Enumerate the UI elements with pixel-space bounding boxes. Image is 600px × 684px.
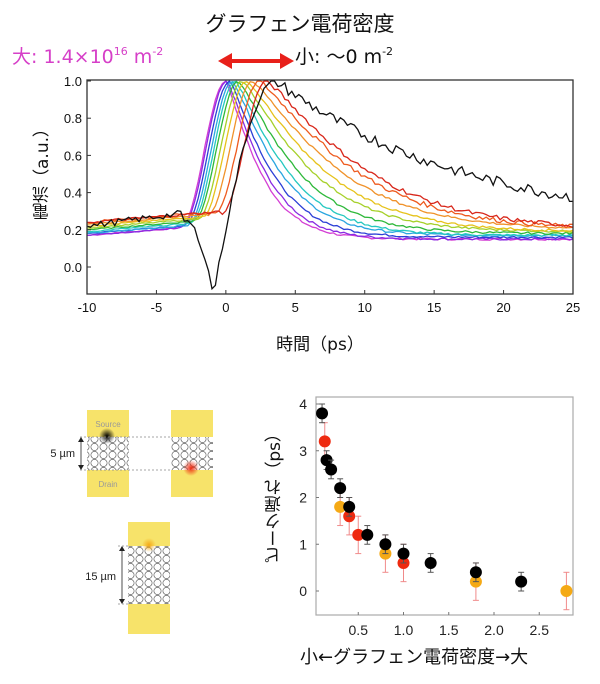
- x-tick-label: 20: [496, 300, 510, 315]
- chart-title: グラフェン電荷密度: [205, 12, 395, 36]
- marker: [334, 500, 347, 513]
- series-line-yellow-green: [86, 80, 574, 233]
- data-point: [320, 450, 333, 470]
- y-tick-label: 1: [299, 536, 307, 552]
- marker: [318, 435, 331, 448]
- data-point: [316, 403, 329, 424]
- source-label: Source: [95, 420, 121, 429]
- drain-label: Drain: [98, 480, 117, 489]
- laser-spot-black: [99, 428, 115, 444]
- high-density-text: 大: 1.4×10: [12, 46, 114, 68]
- data-point: [352, 515, 365, 555]
- high-density-unit: m: [127, 46, 153, 68]
- y-tick-label: 4: [299, 396, 307, 412]
- x-tick-label: 2.5: [530, 622, 550, 638]
- marker: [397, 547, 410, 560]
- data-point: [560, 571, 573, 611]
- series-line-yellow: [86, 80, 574, 232]
- marker: [515, 575, 528, 588]
- x-tick-label: 0: [222, 300, 229, 315]
- marker: [424, 556, 437, 569]
- x-tick-label: 5: [292, 300, 299, 315]
- marker: [320, 454, 333, 467]
- drain-electrode: [128, 604, 170, 634]
- x-tick-label: -10: [78, 300, 97, 315]
- x-tick-label: -5: [151, 300, 163, 315]
- series-line-red: [87, 80, 574, 228]
- x-tick-label: 2.0: [484, 622, 504, 638]
- marker: [343, 500, 356, 513]
- device-diagram: Source Drain 5 µm 15 µm: [50, 410, 213, 634]
- device-5um-drain-illuminated: [171, 410, 213, 497]
- plot-frame: [86, 79, 574, 295]
- high-density-unit-exponent: -2: [152, 45, 164, 58]
- device-15um-source-illuminated: [128, 522, 170, 634]
- series-line-cyan: [87, 80, 574, 237]
- current-vs-time-chart: -10 -5 0 5 10 15 20 25 0.0 0.2 0.4 0.6 0.8 1.0: [64, 74, 580, 315]
- data-point: [334, 478, 347, 498]
- low-density-text: 小: ～0 m: [295, 46, 383, 68]
- high-density-label: 大: 1.4×1016 m-2: [12, 42, 163, 69]
- series-line-sky-blue: [86, 80, 574, 237]
- y-tick-label: 2: [299, 490, 307, 506]
- device-5um-source-illuminated: Source Drain: [87, 410, 129, 497]
- marker: [325, 463, 338, 476]
- x-tick-label: 15: [427, 300, 441, 315]
- y-tick-label: 0.0: [64, 260, 82, 275]
- x-tick-label: 1.0: [394, 622, 414, 638]
- plot-frame: [315, 396, 574, 616]
- marker: [469, 566, 482, 579]
- gap-label-15um: 15 µm: [85, 571, 116, 583]
- low-density-unit-exponent: -2: [382, 45, 394, 58]
- data-point: [469, 562, 482, 583]
- double-arrow-icon: [218, 53, 294, 69]
- source-electrode: [171, 410, 213, 437]
- x-tick-label: 25: [566, 300, 580, 315]
- data-point: [343, 497, 356, 517]
- data-point: [361, 525, 374, 545]
- y-axis-label: ピーク遅れ（ps）: [265, 425, 285, 564]
- series-line-magenta: [86, 79, 574, 241]
- gap-label-5um: 5 µm: [50, 448, 75, 460]
- laser-spot-red: [183, 460, 199, 476]
- axis-ticks: -10 -5 0 5 10 15 20 25 0.0 0.2 0.4 0.6 0.8 1.0: [64, 74, 580, 315]
- drain-electrode: [87, 470, 129, 497]
- axis-ticks: 0.5 1.0 1.5 2.0 2.5 0 1 2 3 4: [299, 396, 549, 638]
- data-point: [379, 534, 392, 555]
- x-axis-label: 小←グラフェン電荷密度→大: [300, 647, 529, 668]
- graphene-channel: [128, 546, 170, 604]
- marker: [352, 528, 365, 541]
- y-tick-label: 0.4: [64, 186, 82, 201]
- x-axis-label: 時間（ps）: [276, 335, 364, 355]
- x-tick-label: 10: [357, 300, 371, 315]
- y-tick-label: 3: [299, 443, 307, 459]
- series-line-violet: [86, 79, 573, 241]
- data-point: [325, 459, 338, 480]
- high-density-exponent: 16: [113, 45, 128, 58]
- y-tick-label: 0: [299, 583, 307, 599]
- marker: [379, 538, 392, 551]
- data-points: [316, 403, 573, 611]
- marker: [560, 585, 573, 597]
- marker: [316, 407, 329, 420]
- data-point: [397, 543, 410, 564]
- laser-spot-orange: [142, 538, 156, 552]
- x-tick-label: 0.5: [349, 622, 369, 638]
- y-tick-label: 0.6: [64, 148, 82, 163]
- y-tick-label: 1.0: [64, 74, 82, 89]
- data-point: [515, 571, 528, 592]
- marker: [361, 528, 374, 541]
- x-tick-label: 1.5: [439, 622, 459, 638]
- y-tick-label: 0.8: [64, 111, 82, 126]
- series-lines: [86, 79, 574, 291]
- y-tick-label: 0.2: [64, 223, 82, 238]
- series-line-green: [86, 81, 574, 236]
- low-density-label: 小: ～0 m-2: [295, 42, 393, 69]
- series-line-black: [86, 80, 573, 291]
- marker: [334, 482, 347, 495]
- data-point: [424, 553, 437, 573]
